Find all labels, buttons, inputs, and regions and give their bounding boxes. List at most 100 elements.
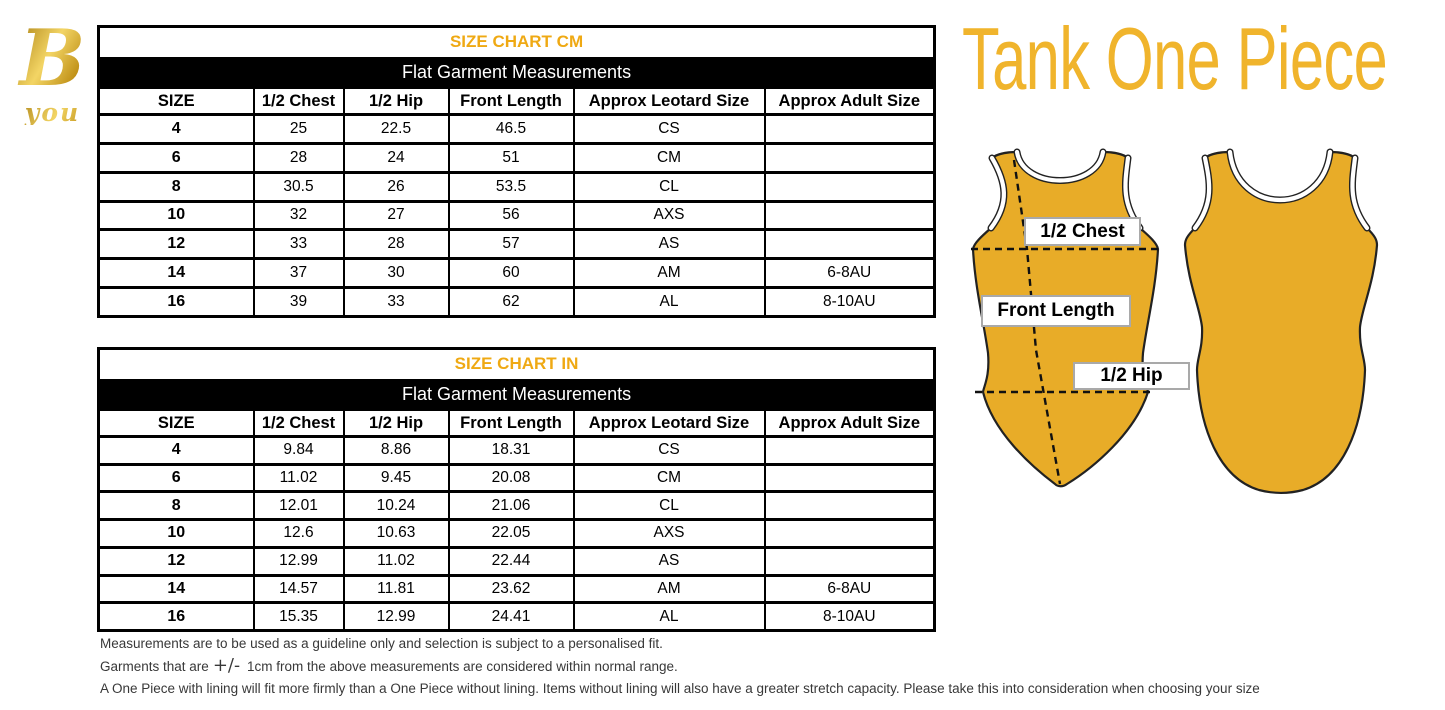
value-cell: AM (572, 257, 766, 290)
value-cell: AS (572, 228, 766, 261)
size-cell: 6 (97, 141, 255, 174)
table-row: 16 39 33 62 AL 8-10AU (97, 286, 936, 318)
value-cell: 8.86 (342, 435, 450, 466)
footnote-tolerance: Garments that are +/- 1cm from the above m… (100, 655, 678, 676)
footnote-tolerance-suffix: 1cm from the above measurements are cons… (247, 659, 678, 674)
table-row: 4 25 22.5 46.5 CS (97, 113, 936, 145)
value-cell: 10.63 (342, 518, 450, 549)
value-cell (763, 228, 936, 261)
size-cell: 8 (97, 490, 255, 522)
value-cell: CL (572, 170, 766, 203)
table-row: 8 30.5 26 53.5 CL (97, 170, 936, 203)
table-row: 10 12.6 10.63 22.05 AXS (97, 518, 936, 549)
size-cell: 14 (97, 573, 255, 605)
value-cell: 28 (252, 141, 345, 174)
table-row: 12 12.99 11.02 22.44 AS (97, 545, 936, 577)
value-cell: 26 (342, 170, 450, 203)
value-cell: 22.5 (342, 113, 450, 145)
value-cell: 6-8AU (763, 257, 936, 290)
size-chart-cm-table: SIZE CHART CM Flat Garment Measurements SI… (97, 25, 937, 318)
footnote-guideline: Measurements are to be used as a guideli… (100, 636, 663, 651)
value-cell (763, 199, 936, 232)
half-hip-label: 1/2 Hip (1073, 362, 1190, 390)
value-cell: 25 (252, 113, 345, 145)
left-armhole-trim (988, 155, 1006, 231)
value-cell: 57 (447, 228, 575, 261)
size-cell: 12 (97, 545, 255, 577)
value-cell: AM (572, 573, 766, 605)
column-header: Front Length (447, 86, 575, 116)
value-cell: 21.06 (447, 490, 575, 522)
table-row: 8 12.01 10.24 21.06 CL (97, 490, 936, 522)
value-cell: 12.01 (252, 490, 345, 522)
value-cell: 10.24 (342, 490, 450, 522)
column-header: SIZE (97, 408, 255, 438)
value-cell: 6-8AU (763, 573, 936, 605)
value-cell: 33 (252, 228, 345, 261)
table-row: 10 32 27 56 AXS (97, 199, 936, 232)
table-subtitle: Flat Garment Measurements (97, 378, 936, 411)
value-cell: 60 (447, 257, 575, 290)
measurement-diagram: 1/2 Chest Front Length 1/2 Hip (960, 140, 1392, 505)
column-header: 1/2 Chest (252, 86, 345, 116)
size-cell: 4 (97, 435, 255, 466)
neck-trim-back (1227, 149, 1333, 202)
value-cell: 33 (342, 286, 450, 318)
value-cell (763, 170, 936, 203)
size-cell: 16 (97, 286, 255, 318)
value-cell: 32 (252, 199, 345, 232)
brand-logo-you-text: you (10, 100, 95, 125)
value-cell: 12.99 (342, 601, 450, 632)
neck-trim (1014, 149, 1106, 183)
footnote-lining: A One Piece with lining will fit more fi… (100, 681, 1260, 696)
value-cell (763, 435, 936, 466)
value-cell: AL (572, 601, 766, 632)
value-cell: 12.99 (252, 545, 345, 577)
right-armhole-trim-back (1350, 155, 1370, 231)
value-cell (763, 518, 936, 549)
size-cell: 8 (97, 170, 255, 203)
table-row: 12 33 28 57 AS (97, 228, 936, 261)
value-cell: 22.44 (447, 545, 575, 577)
column-header: 1/2 Chest (252, 408, 345, 438)
value-cell: 20.08 (447, 462, 575, 494)
value-cell (763, 490, 936, 522)
value-cell: 14.57 (252, 573, 345, 605)
value-cell: 9.45 (342, 462, 450, 494)
size-cell: 10 (97, 199, 255, 232)
size-cell: 10 (97, 518, 255, 549)
value-cell (763, 141, 936, 174)
value-cell: AXS (572, 518, 766, 549)
value-cell: 62 (447, 286, 575, 318)
column-header: 1/2 Hip (342, 86, 450, 116)
size-cell: 16 (97, 601, 255, 632)
size-chart-in-table: SIZE CHART IN Flat Garment Measurements SI… (97, 347, 937, 632)
value-cell: 37 (252, 257, 345, 290)
table-row: 6 28 24 51 CM (97, 141, 936, 174)
value-cell: CM (572, 141, 766, 174)
page-title: Tank One Piece (962, 9, 1388, 108)
value-cell: CS (572, 113, 766, 145)
value-cell: AL (572, 286, 766, 318)
value-cell (763, 545, 936, 577)
column-header: Approx Adult Size (763, 86, 936, 116)
footnote-tolerance-prefix: Garments that are (100, 659, 209, 674)
column-header: Approx Leotard Size (572, 86, 766, 116)
value-cell (763, 462, 936, 494)
column-header: Front Length (447, 408, 575, 438)
value-cell: 22.05 (447, 518, 575, 549)
value-cell: 11.02 (342, 545, 450, 577)
value-cell: CS (572, 435, 766, 466)
value-cell: 8-10AU (763, 286, 936, 318)
value-cell: 51 (447, 141, 575, 174)
value-cell: AS (572, 545, 766, 577)
half-chest-label: 1/2 Chest (1024, 217, 1141, 246)
value-cell: 12.6 (252, 518, 345, 549)
value-cell: CL (572, 490, 766, 522)
table-title: SIZE CHART IN (97, 347, 936, 380)
value-cell: 24 (342, 141, 450, 174)
value-cell: 56 (447, 199, 575, 232)
table-title: SIZE CHART CM (97, 25, 936, 58)
value-cell: 46.5 (447, 113, 575, 145)
column-header: Approx Adult Size (763, 408, 936, 438)
